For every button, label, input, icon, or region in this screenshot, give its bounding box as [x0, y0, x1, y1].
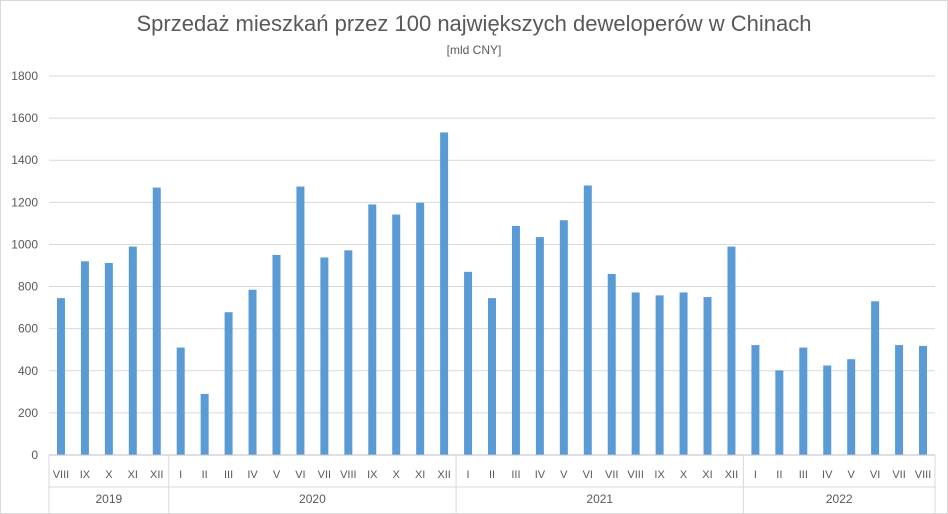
- y-tick-label: 1800: [11, 69, 38, 83]
- x-tick-label: XI: [702, 469, 712, 481]
- x-tick-label: III: [511, 469, 520, 481]
- x-tick-label: XII: [150, 469, 163, 481]
- bar: [511, 225, 520, 455]
- chart-subtitle: [mld CNY]: [446, 43, 502, 57]
- y-tick-label: 1000: [11, 237, 38, 251]
- x-tick-label: VIII: [340, 469, 357, 481]
- x-tick-label: IV: [247, 469, 258, 481]
- bar: [56, 298, 65, 455]
- x-tick-label: V: [848, 469, 856, 481]
- y-tick-label: 800: [18, 280, 38, 294]
- year-label: 2022: [826, 492, 853, 506]
- x-tick-label: IX: [367, 469, 378, 481]
- y-tick-label: 400: [18, 364, 38, 378]
- bar: [344, 250, 353, 455]
- y-tick-label: 1600: [11, 111, 38, 125]
- bar: [727, 246, 736, 455]
- year-label: 2021: [586, 492, 613, 506]
- x-tick-label: VIII: [53, 469, 70, 481]
- bar: [416, 202, 425, 455]
- bar: [871, 301, 880, 455]
- chart-title: Sprzedaż mieszkań przez 100 największych…: [136, 11, 812, 36]
- x-tick-label: X: [680, 469, 688, 481]
- bar: [823, 365, 832, 455]
- bar: [583, 185, 592, 455]
- y-tick-label: 0: [31, 448, 38, 462]
- bar: [679, 292, 688, 455]
- bar: [440, 132, 449, 455]
- year-label: 2020: [299, 492, 326, 506]
- x-tick-label: V: [273, 469, 281, 481]
- x-tick-label: VII: [318, 469, 331, 481]
- bar: [128, 246, 137, 455]
- x-tick-label: III: [799, 469, 808, 481]
- x-tick-label: XII: [725, 469, 738, 481]
- x-tick-label: XII: [437, 469, 450, 481]
- bar: [392, 214, 401, 455]
- bar: [655, 295, 664, 455]
- bar: [104, 262, 113, 455]
- bar: [895, 345, 904, 455]
- x-tick-label: I: [467, 469, 470, 481]
- bar: [272, 254, 281, 455]
- x-tick-label: X: [105, 469, 113, 481]
- x-tick-label: IX: [80, 469, 91, 481]
- x-tick-label: VI: [295, 469, 305, 481]
- bar: [535, 237, 544, 455]
- x-tick-label: IV: [535, 469, 546, 481]
- x-tick-label: II: [776, 469, 782, 481]
- x-tick-label: XI: [415, 469, 425, 481]
- x-tick-label: VII: [605, 469, 618, 481]
- x-tick-label: XI: [128, 469, 138, 481]
- bar: [368, 204, 377, 455]
- x-tick-label: V: [560, 469, 568, 481]
- x-tick-label: I: [179, 469, 182, 481]
- x-tick-label: II: [202, 469, 208, 481]
- bar: [80, 261, 89, 455]
- x-tick-label: VI: [870, 469, 880, 481]
- bar: [296, 186, 305, 455]
- bar: [631, 292, 640, 455]
- bar: [751, 345, 760, 455]
- x-tick-label: IV: [822, 469, 833, 481]
- bar: [775, 370, 784, 455]
- bar: [152, 187, 161, 455]
- bar: [559, 220, 568, 455]
- x-tick-label: VIII: [627, 469, 644, 481]
- x-tick-label: I: [754, 469, 757, 481]
- x-tick-label: III: [224, 469, 233, 481]
- bar: [488, 298, 496, 455]
- bar: [919, 345, 928, 455]
- bar: [847, 359, 856, 455]
- bar: [464, 271, 473, 455]
- year-label: 2019: [96, 492, 123, 506]
- x-tick-label: II: [489, 469, 495, 481]
- x-tick-label: VIII: [915, 469, 932, 481]
- bar: [248, 289, 257, 455]
- bar: [200, 393, 209, 455]
- x-tick-label: X: [393, 469, 401, 481]
- bar: [799, 347, 808, 455]
- y-tick-label: 1400: [11, 153, 38, 167]
- x-tick-label: VI: [583, 469, 593, 481]
- y-tick-label: 200: [18, 406, 38, 420]
- bar: [703, 297, 712, 455]
- bar: [176, 347, 185, 455]
- y-tick-label: 1200: [11, 195, 38, 209]
- bar: [320, 257, 329, 455]
- x-tick-label: VII: [892, 469, 905, 481]
- x-tick-label: IX: [654, 469, 665, 481]
- bar: [224, 312, 233, 455]
- bar: [607, 273, 616, 455]
- y-tick-label: 600: [18, 322, 38, 336]
